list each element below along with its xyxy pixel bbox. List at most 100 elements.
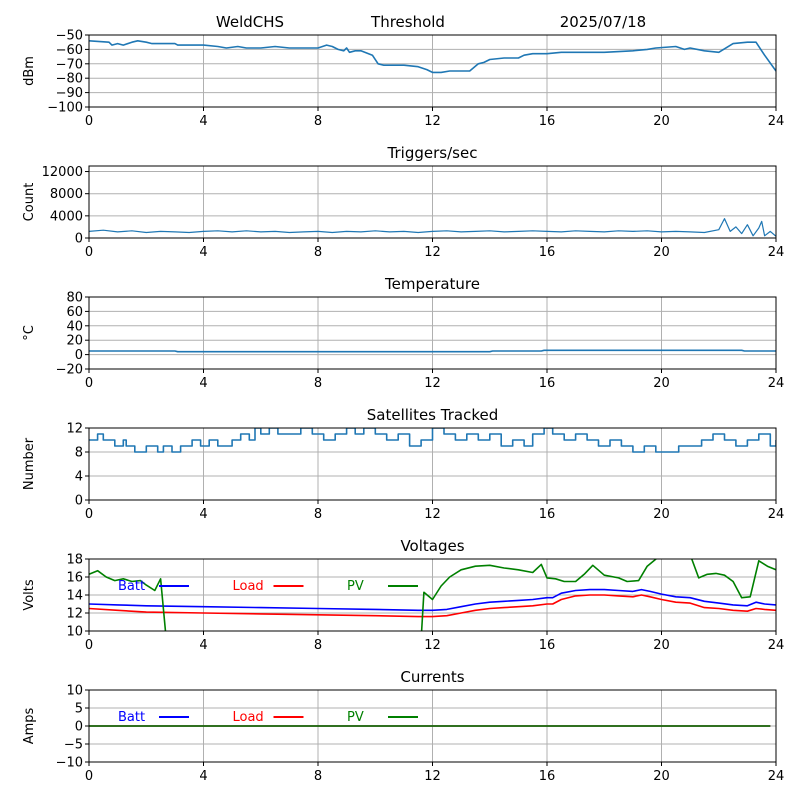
x-tick-label: 16 bbox=[539, 376, 556, 391]
x-tick-label: 0 bbox=[85, 376, 93, 391]
y-tick-label: 80 bbox=[66, 291, 83, 306]
x-tick-label: 4 bbox=[199, 769, 207, 784]
x-tick-label: 0 bbox=[85, 769, 93, 784]
y-tick-label: 0 bbox=[75, 232, 83, 247]
y-tick-label: −70 bbox=[56, 57, 83, 72]
y-tick-label: −90 bbox=[56, 86, 83, 101]
x-tick-label: 8 bbox=[314, 507, 322, 522]
series-line-rssi bbox=[89, 40, 776, 74]
series-line-batt bbox=[89, 588, 776, 612]
x-tick-label: 20 bbox=[653, 376, 670, 391]
y-axis-label: dBm bbox=[22, 56, 37, 86]
legend-label-batt: Batt bbox=[118, 579, 145, 594]
series-line-pv bbox=[89, 559, 776, 631]
x-tick-label: 20 bbox=[653, 638, 670, 653]
x-tick-label: 8 bbox=[314, 638, 322, 653]
legend-label-pv: PV bbox=[347, 710, 364, 725]
legend-label-batt: Batt bbox=[118, 710, 145, 725]
series-line-temperature bbox=[89, 349, 776, 353]
y-tick-label: −20 bbox=[56, 363, 83, 378]
chart-title: Triggers/sec bbox=[387, 144, 478, 162]
y-tick-label: 0 bbox=[75, 494, 83, 509]
y-axis-label: Volts bbox=[22, 579, 37, 611]
y-tick-label: 16 bbox=[66, 571, 83, 586]
x-tick-label: 12 bbox=[424, 245, 441, 260]
header-mode: Threshold bbox=[370, 13, 445, 31]
x-tick-label: 0 bbox=[85, 114, 93, 129]
y-tick-label: 12 bbox=[66, 607, 83, 622]
x-tick-label: 24 bbox=[768, 376, 785, 391]
legend-label-load: Load bbox=[233, 579, 264, 594]
x-tick-label: 16 bbox=[539, 245, 556, 260]
header-date: 2025/07/18 bbox=[560, 13, 646, 31]
chart-rssi: 0 4 8 12 16 20 24 −50−60−70−80−90−100 dBm bbox=[22, 29, 784, 130]
y-tick-label: 60 bbox=[66, 305, 83, 320]
chart-title: Voltages bbox=[400, 537, 464, 555]
x-tick-label: 20 bbox=[653, 245, 670, 260]
x-tick-label: 0 bbox=[85, 245, 93, 260]
x-tick-label: 12 bbox=[424, 769, 441, 784]
chart-voltages: 0 4 8 12 16 20 24 10 12 14 16 18 Voltages Volts Batt Lo… bbox=[22, 537, 784, 653]
y-tick-label: 0 bbox=[75, 348, 83, 363]
y-tick-label: 10 bbox=[66, 684, 83, 699]
y-tick-label: −50 bbox=[56, 29, 83, 44]
x-tick-label: 24 bbox=[768, 769, 785, 784]
series-line-load bbox=[89, 594, 776, 618]
y-tick-label: 8000 bbox=[50, 187, 83, 202]
x-tick-label: 4 bbox=[199, 376, 207, 391]
x-tick-label: 8 bbox=[314, 769, 322, 784]
x-tick-label: 16 bbox=[539, 638, 556, 653]
series-line-satellites bbox=[89, 428, 776, 453]
y-tick-label: 8 bbox=[75, 446, 83, 461]
x-tick-label: 20 bbox=[653, 507, 670, 522]
y-tick-label: 10 bbox=[66, 625, 83, 640]
chart-title: Satellites Tracked bbox=[367, 406, 498, 424]
x-tick-label: 12 bbox=[424, 114, 441, 129]
chart-title: Temperature bbox=[384, 275, 480, 293]
x-tick-label: 16 bbox=[539, 769, 556, 784]
x-tick-label: 4 bbox=[199, 114, 207, 129]
y-tick-label: 20 bbox=[66, 334, 83, 349]
legend-label-pv: PV bbox=[347, 579, 364, 594]
y-tick-label: 12 bbox=[66, 422, 83, 437]
x-tick-label: 16 bbox=[539, 114, 556, 129]
y-tick-label: 40 bbox=[66, 319, 83, 334]
header-station: WeldCHS bbox=[216, 13, 284, 31]
x-tick-label: 8 bbox=[314, 114, 322, 129]
chart-title: Currents bbox=[400, 668, 464, 686]
y-tick-label: 4 bbox=[75, 470, 83, 485]
x-tick-label: 4 bbox=[199, 507, 207, 522]
chart-currents: 0 4 8 12 16 20 24 −10 −5 0 5 10 Currents Amps Batt Load… bbox=[22, 668, 784, 784]
x-tick-label: 12 bbox=[424, 507, 441, 522]
x-tick-label: 20 bbox=[653, 114, 670, 129]
y-tick-label: −60 bbox=[56, 43, 83, 58]
y-tick-label: −80 bbox=[56, 72, 83, 87]
series-line-triggers bbox=[89, 218, 776, 237]
chart-satellites: 0 4 8 12 16 20 24 0 4 8 12 Satellites Tracked Number bbox=[22, 406, 784, 522]
x-tick-label: 24 bbox=[768, 114, 785, 129]
x-tick-label: 0 bbox=[85, 507, 93, 522]
y-tick-label: 5 bbox=[75, 702, 83, 717]
y-axis-label: Number bbox=[22, 437, 37, 490]
x-tick-label: 4 bbox=[199, 638, 207, 653]
y-tick-label: 12000 bbox=[42, 165, 83, 180]
x-tick-label: 12 bbox=[424, 638, 441, 653]
y-tick-label: 0 bbox=[75, 720, 83, 735]
y-axis-label: Count bbox=[22, 183, 37, 222]
y-tick-label: 14 bbox=[66, 589, 83, 604]
y-axis-label: °C bbox=[22, 325, 37, 341]
y-axis-label: Amps bbox=[22, 707, 37, 744]
x-tick-label: 12 bbox=[424, 376, 441, 391]
x-tick-label: 24 bbox=[768, 245, 785, 260]
y-tick-label: 4000 bbox=[50, 209, 83, 224]
x-tick-label: 8 bbox=[314, 376, 322, 391]
chart-triggers: 0 4 8 12 16 20 24 0 4000 8000 12000 Triggers/sec Cou… bbox=[22, 144, 784, 260]
x-tick-label: 24 bbox=[768, 638, 785, 653]
y-tick-label: −5 bbox=[64, 738, 83, 753]
y-tick-label: −10 bbox=[56, 756, 83, 771]
x-tick-label: 16 bbox=[539, 507, 556, 522]
x-tick-label: 4 bbox=[199, 245, 207, 260]
